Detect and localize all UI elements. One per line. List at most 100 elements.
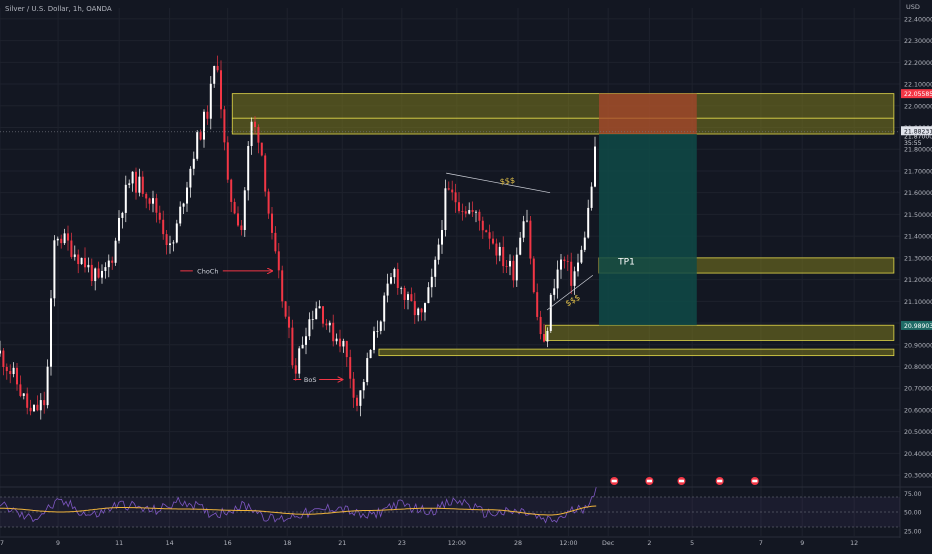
choch-label: ChoCh xyxy=(197,267,218,275)
candle-body xyxy=(216,65,219,71)
take-profit-box xyxy=(598,134,697,326)
candle-body xyxy=(464,211,467,214)
candle-body xyxy=(308,319,311,337)
y-tick-label: 20.80000 xyxy=(904,364,932,371)
candle-body xyxy=(70,240,73,257)
liquidity-line-bottom xyxy=(546,274,594,311)
candle-body xyxy=(322,306,324,324)
rsi-tick-label: 50.00 xyxy=(904,510,922,517)
candle-body xyxy=(352,378,355,398)
candle-body xyxy=(111,260,114,263)
candle-body xyxy=(488,232,491,239)
candle-body xyxy=(369,349,372,359)
candle-body xyxy=(437,244,440,260)
candle-body xyxy=(257,127,260,143)
candle-body xyxy=(366,358,369,383)
candle-body xyxy=(318,306,321,309)
event-flag-stripe xyxy=(752,479,758,483)
candle-body xyxy=(131,171,134,184)
candle-body xyxy=(36,404,39,411)
candle-body xyxy=(192,158,195,169)
candle-body xyxy=(9,371,12,375)
candle-body xyxy=(536,292,539,317)
candle-body xyxy=(580,249,583,263)
y-tick-label: 21.60000 xyxy=(904,190,932,197)
y-tick-label: 20.90000 xyxy=(904,342,932,349)
candle-body xyxy=(264,155,267,192)
candle-body xyxy=(515,254,518,281)
candle-body xyxy=(539,316,542,335)
candle-body xyxy=(424,303,426,313)
candle-body xyxy=(379,321,382,331)
candle-body xyxy=(441,230,443,245)
candle-body xyxy=(349,357,352,379)
candle-body xyxy=(393,269,396,278)
symbol-title: Silver / U.S. Dollar, 1h, OANDA xyxy=(5,5,112,13)
candle-body xyxy=(570,261,573,286)
bos-label: BoS xyxy=(304,376,317,384)
x-tick-label: 11 xyxy=(115,540,123,547)
candle-body xyxy=(233,201,236,214)
candle-body xyxy=(179,206,182,224)
x-tick-label: 14 xyxy=(166,540,174,547)
candle-body xyxy=(155,198,158,213)
candle-body xyxy=(311,319,314,321)
candle-body xyxy=(169,243,171,245)
candle-body xyxy=(121,212,124,218)
candle-body xyxy=(590,186,593,208)
candle-body xyxy=(359,390,362,406)
candle-body xyxy=(461,211,464,212)
candle-body xyxy=(145,193,148,199)
stop-loss-box xyxy=(598,93,697,135)
liquidity-line-top xyxy=(446,172,551,194)
candle-body xyxy=(148,198,151,204)
candle-body xyxy=(213,65,216,84)
candle-body xyxy=(223,109,226,143)
candle-body xyxy=(376,330,379,332)
candle-body xyxy=(434,259,437,277)
candle-body xyxy=(73,254,76,257)
candle-body xyxy=(356,397,358,406)
candle-body xyxy=(390,277,392,284)
candle-body xyxy=(203,111,205,140)
candle-body xyxy=(267,191,270,214)
candle-body xyxy=(447,188,450,190)
candle-body xyxy=(512,260,515,281)
candle-body xyxy=(373,331,375,350)
candle-body xyxy=(556,269,559,289)
candle-body xyxy=(325,323,328,326)
candle-body xyxy=(529,220,532,259)
candle-body xyxy=(206,111,209,119)
candle-body xyxy=(152,198,154,204)
price-tag-bg xyxy=(901,320,932,330)
candle-body xyxy=(237,213,239,226)
candle-body xyxy=(335,338,338,342)
candle-body xyxy=(471,210,474,212)
candle-body xyxy=(498,246,501,256)
candle-body xyxy=(0,350,1,354)
y-tick-label: 20.30000 xyxy=(904,473,932,480)
candle-body xyxy=(417,308,420,316)
candle-body xyxy=(481,220,484,231)
candle-body xyxy=(386,283,389,296)
candle-body xyxy=(162,219,165,235)
candle-body xyxy=(274,232,277,252)
candle-body xyxy=(532,258,535,293)
candle-body xyxy=(240,225,243,230)
candle-body xyxy=(101,270,103,278)
y-tick-label: 20.70000 xyxy=(904,386,932,393)
candle-body xyxy=(104,267,107,271)
candle-body xyxy=(566,261,569,262)
candle-body xyxy=(546,330,549,342)
event-flag-stripe xyxy=(678,479,685,483)
grid-layer xyxy=(0,0,932,538)
candle-body xyxy=(577,262,579,272)
event-flag-stripe xyxy=(611,479,617,483)
candle-body xyxy=(118,217,120,241)
candle-body xyxy=(485,230,488,233)
candle-body xyxy=(522,221,525,238)
x-tick-label: 21 xyxy=(338,540,346,547)
